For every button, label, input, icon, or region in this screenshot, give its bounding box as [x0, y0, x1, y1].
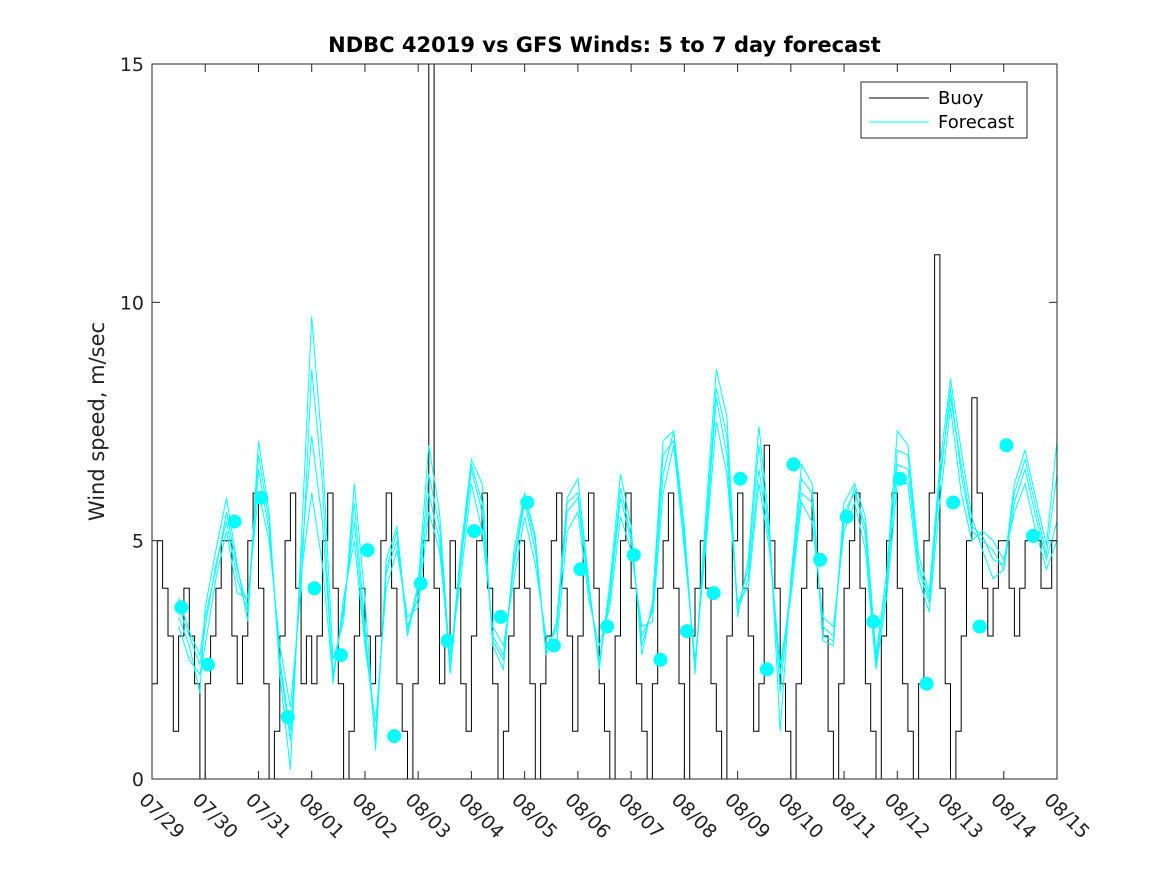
forecast-marker: [680, 624, 694, 639]
forecast-marker: [307, 581, 322, 596]
chart-title: NDBC 42019 vs GFS Winds: 5 to 7 day fore…: [328, 33, 881, 57]
forecast-markers: [174, 438, 1040, 744]
forecast-marker: [866, 614, 881, 629]
legend-box: [860, 81, 1028, 139]
forecast-marker: [227, 514, 242, 529]
forecast-marker: [440, 633, 455, 648]
forecast-marker: [546, 638, 561, 653]
plot-area: [152, 64, 1057, 779]
forecast-marker: [972, 619, 987, 634]
forecast-marker: [999, 438, 1014, 453]
forecast-marker: [626, 548, 641, 562]
buoy-line: [152, 63, 1057, 780]
forecast-marker: [254, 490, 269, 505]
forecast-marker: [360, 543, 375, 558]
forecast-marker: [573, 562, 588, 577]
forecast-line-4: [178, 387, 1058, 741]
forecast-marker: [813, 552, 828, 567]
forecast-marker: [600, 619, 615, 634]
forecast-series: [178, 316, 1058, 770]
forecast-line-3: [178, 369, 1058, 722]
buoy-series: [152, 63, 1057, 780]
forecast-marker: [706, 586, 721, 601]
forecast-marker: [387, 729, 402, 744]
y-axis-label: Wind speed, m/sec: [85, 322, 109, 521]
y-tick-label: 0: [132, 769, 144, 791]
forecast-marker: [893, 471, 907, 486]
forecast-marker: [919, 676, 934, 691]
forecast-marker: [493, 609, 508, 624]
forecast-marker: [520, 495, 535, 510]
y-axis: 0 5 10 15: [120, 54, 1057, 791]
forecast-marker: [467, 524, 482, 539]
forecast-marker: [334, 648, 348, 663]
forecast-marker: [946, 495, 961, 510]
y-tick-label: 15: [120, 54, 144, 76]
forecast-marker: [733, 471, 748, 486]
forecast-marker: [759, 662, 774, 677]
forecast-marker: [174, 600, 189, 615]
legend: Buoy Forecast: [860, 81, 1028, 139]
forecast-marker: [1026, 528, 1040, 543]
legend-label-forecast: Forecast: [938, 112, 1014, 133]
forecast-marker: [280, 710, 295, 724]
axes-frame: [151, 63, 1058, 780]
y-tick-label: 5: [132, 531, 144, 553]
forecast-marker: [653, 652, 668, 667]
legend-label-buoy: Buoy: [938, 88, 984, 109]
forecast-line-1: [178, 388, 1058, 737]
forecast-line-2: [178, 316, 1058, 770]
forecast-marker: [413, 576, 428, 591]
forecast-marker: [839, 509, 854, 524]
y-tick-label: 10: [120, 292, 144, 314]
forecast-marker: [200, 657, 215, 672]
forecast-marker: [786, 457, 801, 472]
